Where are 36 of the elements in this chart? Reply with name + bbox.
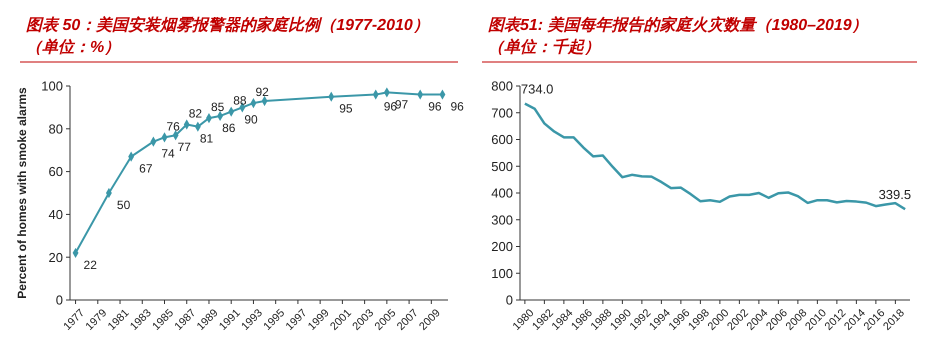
data-label: 82 — [188, 106, 202, 121]
data-label: 339.5 — [878, 187, 912, 202]
data-label: 74 — [161, 146, 176, 161]
data-label: 22 — [84, 258, 98, 272]
data-label: 90 — [244, 112, 258, 126]
data-label: 67 — [139, 162, 153, 176]
chart-title: 图表 50：美国安装烟雾报警器的家庭比例（1977-2010）（单位：%） — [26, 15, 429, 56]
y-tick-label: 100 — [491, 266, 513, 281]
data-label: 86 — [222, 120, 236, 135]
data-label: 95 — [339, 102, 353, 116]
data-label: 81 — [200, 132, 214, 146]
y-tick-label: 600 — [491, 132, 513, 148]
y-tick-label: 60 — [48, 164, 63, 180]
data-label: 76 — [166, 119, 180, 134]
y-tick-label: 0 — [506, 292, 513, 308]
data-label: 50 — [116, 198, 131, 212]
y-tick-label: 40 — [48, 206, 63, 222]
y-tick-label: 80 — [48, 121, 63, 136]
y-tick-label: 500 — [491, 158, 513, 174]
chart-title: 图表51: 美国每年报告的家庭火灾数量（1980–2019）（单位：千起） — [488, 15, 868, 56]
data-label: 88 — [233, 94, 247, 108]
data-label: 734.0 — [520, 82, 554, 97]
y-tick-label: 700 — [491, 105, 513, 120]
y-tick-label: 200 — [491, 239, 513, 254]
y-axis-title: Percent of homes with smoke alarms — [15, 86, 29, 299]
y-tick-label: 0 — [56, 292, 63, 308]
y-tick-label: 300 — [491, 212, 513, 228]
data-label: 77 — [178, 140, 192, 154]
y-tick-label: 100 — [41, 78, 63, 94]
y-tick-label: 400 — [491, 186, 513, 201]
data-label: 85 — [210, 100, 225, 114]
data-label: 96 — [428, 100, 442, 114]
data-label: 96 — [450, 100, 464, 114]
data-label: 92 — [255, 85, 270, 100]
y-tick-label: 20 — [48, 250, 63, 265]
y-tick-label: 800 — [491, 78, 513, 94]
